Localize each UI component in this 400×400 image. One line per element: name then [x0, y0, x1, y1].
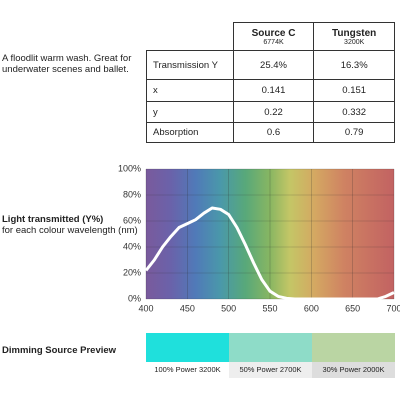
header-name: Tungsten	[332, 27, 377, 39]
swatch-label: 30% Power 2000K	[312, 362, 395, 378]
header-sub: 6774K	[263, 38, 284, 46]
transmission-curve	[144, 206, 395, 301]
column-header: Tungsten 3200K	[313, 22, 395, 51]
y-tick-label: 80%	[123, 189, 141, 199]
x-tick-label: 400	[138, 303, 153, 313]
description: A floodlit warm wash. Great for underwat…	[2, 53, 132, 75]
x-tick-label: 500	[221, 303, 236, 313]
x-tick-label: 700	[386, 303, 400, 313]
swatch	[229, 333, 312, 362]
caption-title: Light transmitted (Y%)	[2, 214, 104, 225]
spec-table: Source C 6774K Tungsten 3200K Transmission…	[146, 22, 395, 143]
swatch-column: 50% Power 2700K	[229, 333, 312, 378]
value-cell: 0.22	[232, 101, 315, 123]
label-cell: x	[146, 79, 234, 102]
table-body: Transmission Y 25.4% 16.3% x 0.141 0.151 y 0.22…	[146, 50, 395, 143]
chart: 0% 20% 40% 60% 80% 100% 400 450 500 550 600 650 700	[118, 163, 400, 313]
table-row: x 0.141 0.151	[146, 79, 395, 102]
plot-background	[146, 169, 394, 299]
header-name: Source C	[251, 27, 296, 39]
swatch-label: 100% Power 3200K	[146, 362, 229, 378]
y-tick-label: 100%	[118, 163, 141, 173]
header-row: Source C 6774K Tungsten 3200K	[147, 22, 395, 51]
value-cell: 0.332	[313, 101, 395, 123]
caption-subtitle: for each colour wavelength (nm)	[2, 225, 138, 236]
x-tick-label: 450	[180, 303, 195, 313]
value-cell: 16.3%	[313, 50, 395, 80]
preview-title: Dimming Source Preview	[2, 345, 117, 356]
table-row: Transmission Y 25.4% 16.3%	[146, 50, 395, 80]
swatches: 100% Power 3200K 50% Power 2700K 30% Power…	[146, 333, 395, 378]
chart-caption: Light transmitted (Y%) for each colour w…	[2, 214, 142, 236]
value-cell: 0.151	[313, 79, 395, 102]
label-cell: Absorption	[146, 122, 234, 143]
x-tick-label: 650	[345, 303, 360, 313]
y-tick-label: 60%	[123, 215, 141, 225]
value-cell: 0.79	[313, 122, 395, 143]
swatch	[312, 333, 395, 362]
swatch	[146, 333, 229, 362]
plot: 0% 20% 40% 60% 80% 100% 400 450 500 550 600 650 700	[118, 163, 400, 313]
column-header: Source C 6774K	[232, 22, 315, 51]
y-tick-label: 20%	[123, 267, 141, 277]
table-row: y 0.22 0.332	[146, 101, 395, 123]
swatch-column: 100% Power 3200K	[146, 333, 229, 378]
label-cell: y	[146, 101, 234, 123]
empty-cell	[147, 23, 234, 51]
y-tick-label: 0%	[128, 293, 141, 303]
table-row: Absorption 0.6 0.79	[146, 122, 395, 143]
y-tick-label: 40%	[123, 241, 141, 251]
swatch-label: 50% Power 2700K	[229, 362, 312, 378]
x-tick-label: 600	[304, 303, 319, 313]
value-cell: 0.141	[232, 79, 315, 102]
value-cell: 25.4%	[232, 50, 315, 80]
label-cell: Transmission Y	[146, 50, 234, 80]
value-cell: 0.6	[232, 122, 315, 143]
x-tick-label: 550	[262, 303, 277, 313]
swatch-column: 30% Power 2000K	[312, 333, 395, 378]
header-sub: 3200K	[344, 38, 365, 46]
